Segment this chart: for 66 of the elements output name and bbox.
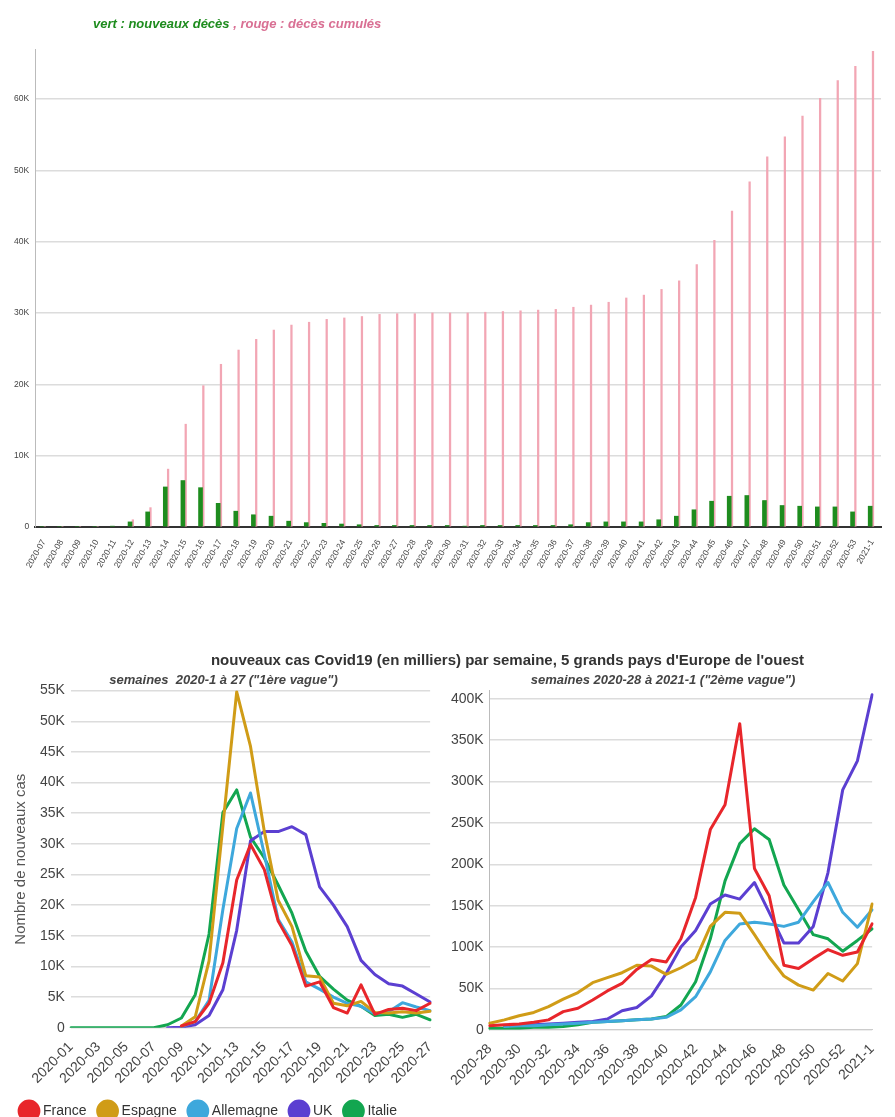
y-tick-label: 55K <box>39 681 66 698</box>
bar <box>850 511 855 527</box>
y-tick-label: 10K <box>39 957 66 974</box>
bar <box>149 507 152 527</box>
chart-subtitle: semaines 2020-1 à 27 ("1ère vague") <box>109 672 338 688</box>
y-tick-label: 150K <box>450 896 485 913</box>
bar <box>378 314 381 527</box>
bar <box>572 306 575 527</box>
y-tick-label: 20K <box>39 896 66 913</box>
y-tick-label: 300K <box>450 772 485 789</box>
bar <box>519 310 522 527</box>
bar <box>713 239 716 527</box>
text: nouveaux cas Covid19 (en milliers) par semaine, 5 grands pays d'Europe de l'ouest <box>209 651 806 670</box>
y-tick-label: 250K <box>450 813 485 830</box>
y-tick-label: 20K <box>14 378 30 389</box>
y-tick-label: 0 <box>24 521 30 532</box>
legend-label: UK <box>312 1101 334 1117</box>
y-tick-label: 100K <box>450 937 485 954</box>
bar <box>237 349 240 527</box>
bar <box>726 495 732 527</box>
bar <box>801 115 804 527</box>
y-axis-title: Nombre de nouveaux cas <box>11 773 29 945</box>
chart-title: vert : nouveaux décès , rouge : décès cumulés <box>93 16 382 31</box>
chart-subtitle: semaines 2020-28 à 2021-1 ("2ème vague") <box>530 672 796 688</box>
y-tick-label: 200K <box>450 855 485 872</box>
bar <box>674 515 679 527</box>
y-tick-label: 30K <box>39 834 66 851</box>
bar <box>251 514 256 527</box>
bar <box>867 505 873 527</box>
bar <box>656 519 662 527</box>
y-tick-label: 400K <box>450 689 485 706</box>
bar <box>814 506 820 527</box>
bar <box>762 500 767 527</box>
y-tick-label: 0 <box>475 1020 484 1037</box>
bar <box>162 486 168 527</box>
y-tick-label: 50K <box>14 164 30 175</box>
y-tick-label: 30K <box>14 307 30 318</box>
y-tick-label: 25K <box>39 865 66 882</box>
bar <box>431 312 434 527</box>
bar <box>286 520 291 527</box>
y-tick-label: 40K <box>39 773 66 790</box>
bar <box>233 510 239 527</box>
bar <box>303 522 309 527</box>
bar <box>145 511 150 527</box>
y-tick-label: 0 <box>57 1018 66 1035</box>
y-tick-label: 45K <box>39 742 66 759</box>
legend-label: Allemagne <box>211 1101 279 1117</box>
bar <box>585 522 591 527</box>
bar <box>660 289 663 527</box>
y-tick-label: 35K <box>39 804 66 821</box>
y-tick-label: 60K <box>14 93 30 104</box>
y-tick-label: 50K <box>458 979 485 996</box>
y-tick-label: 50K <box>39 712 66 729</box>
y-tick-label: 5K <box>47 988 66 1004</box>
legend-label: France <box>43 1101 87 1117</box>
bar <box>198 487 203 527</box>
legend-label: Espagne <box>121 1101 178 1117</box>
y-tick-label: 350K <box>450 731 485 748</box>
legend-label: Italie <box>367 1101 398 1117</box>
bar <box>290 324 293 527</box>
y-tick-label: 40K <box>14 235 30 246</box>
y-tick-label: 15K <box>39 926 66 943</box>
bar <box>709 500 714 527</box>
bar <box>797 505 803 527</box>
y-tick-label: 10K <box>14 449 30 460</box>
bar <box>568 524 573 527</box>
